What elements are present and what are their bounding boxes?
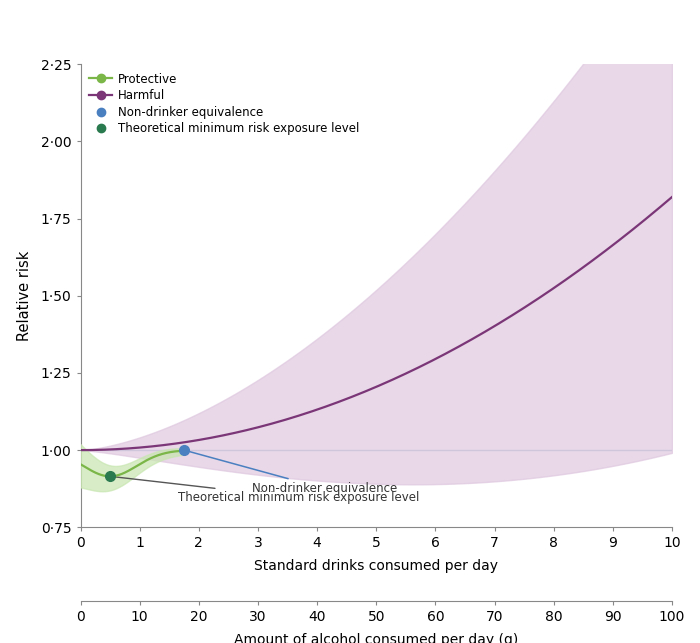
Y-axis label: Relative risk: Relative risk <box>18 251 32 341</box>
Text: Non-drinker equivalence: Non-drinker equivalence <box>187 451 398 495</box>
X-axis label: Standard drinks consumed per day: Standard drinks consumed per day <box>254 559 498 573</box>
Legend: Protective, Harmful, Non-drinker equivalence, Theoretical minimum risk exposure : Protective, Harmful, Non-drinker equival… <box>86 70 362 138</box>
Text: Theoretical minimum risk exposure level: Theoretical minimum risk exposure level <box>113 476 419 505</box>
X-axis label: Amount of alcohol consumed per day (g): Amount of alcohol consumed per day (g) <box>234 633 519 643</box>
